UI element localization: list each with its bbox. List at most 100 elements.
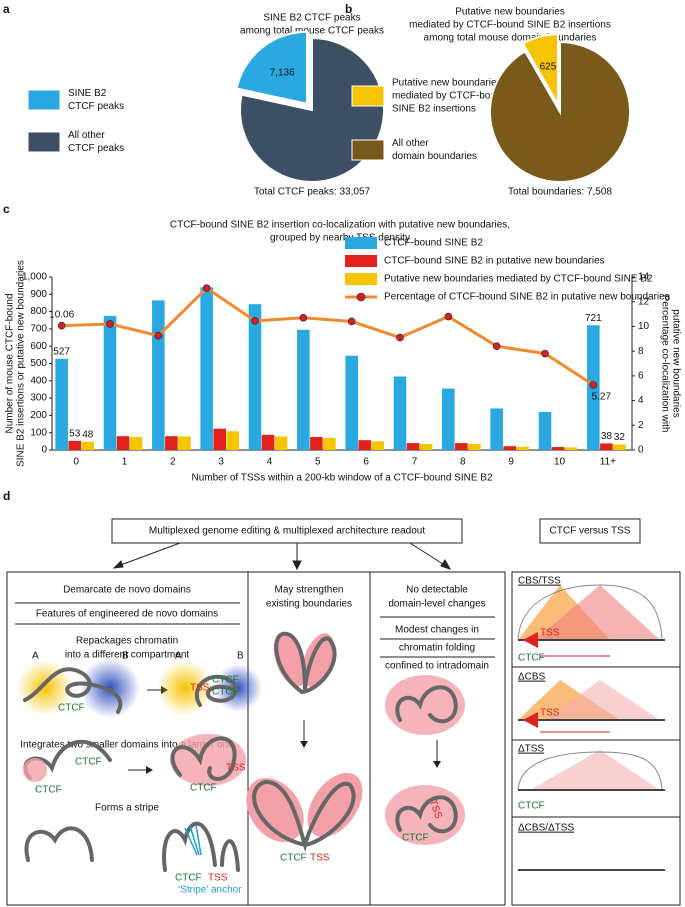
x-tick-label: 9 [508,457,514,468]
chart-title: among total mouse domain boundaries [424,33,597,44]
data-label: 38 [601,431,613,442]
header: Multiplexed genome editing & multiplexed… [149,526,425,537]
x-tick-label: 5 [315,457,321,468]
legend-label: Putative new boundaries [392,78,502,89]
bar [442,388,455,450]
data-label: 527 [53,346,70,357]
legend-label: CTCF peaks [68,143,124,154]
legend-swatch [27,131,61,153]
x-tick-label: 1 [122,457,128,468]
y-tick-label: 400 [30,375,47,386]
legend-label: CTCF-bound SINE B2 [384,238,483,249]
tss-label: TSS [208,873,228,884]
y-tick-label: 600 [30,341,47,352]
tss-label: TSS [190,683,210,694]
point [202,284,211,292]
point [57,321,66,330]
legend-label: Percentage of CTCF-bound SINE B2 in puta… [384,292,670,303]
feature: Forms a stripe [95,803,159,814]
y2-tick-label: 14 [638,272,650,283]
bar [551,447,565,450]
tss-label: TSS [310,853,330,864]
bar [406,443,420,450]
y2-tick-label: 8 [638,346,644,357]
tss-label: TSS [540,628,560,639]
bar [490,408,503,450]
pie-slice [235,30,308,106]
chart-title: SINE B2 CTCF peaks [263,13,360,24]
point [541,349,549,358]
bar [358,440,371,450]
legend-label: mediated by CTCF-bound [392,91,507,102]
legend-swatch [345,237,377,249]
bar [213,428,226,450]
row-label: CBS/TSS [518,576,561,587]
x-tick-label: 6 [363,457,369,468]
ctcf-label: CTCF [190,783,217,794]
chart-title: among total mouse CTCF peaks [240,26,384,37]
y2-tick-label: 0 [638,445,644,456]
chart-title: CTCF-bound SINE B2 insertion co-localiza… [170,220,510,231]
total-label: Total boundaries: 7,508 [508,187,612,198]
bar [103,315,117,450]
x-tick-label: 11+ [600,457,616,468]
col-title: May strengthen [275,585,344,596]
arrows [112,542,452,571]
bar [248,304,262,450]
compartment-label: B [237,651,244,662]
row-label: ΔCBS [518,672,546,683]
y2-tick-label: 4 [638,395,644,406]
legend-label: All other [392,138,429,149]
slice-label: 625 [540,62,557,73]
bar [503,446,516,450]
stripe-label: ‘Stripe’ anchor [178,885,242,896]
bar [468,443,481,450]
point [589,381,598,389]
y-tick-label: 200 [30,410,47,421]
bar [345,355,358,450]
col-title: No detectable [406,585,468,596]
legend-swatch [27,89,61,111]
ctcf-label: CTCF [35,785,62,796]
ctcf-label: CTCF [280,853,307,864]
bar [310,437,323,450]
legend-swatch [345,273,377,285]
bar [152,300,165,450]
point [106,320,114,328]
line [61,286,595,387]
y2-tick-label: 6 [638,370,644,381]
bar [226,431,240,450]
panel-label: d [3,489,10,503]
point [347,317,356,326]
pie-slice [239,36,385,183]
bar [600,443,613,450]
bar [81,441,95,450]
y2-tick-label: 10 [638,321,650,332]
point [396,333,404,342]
panel-label: c [3,202,10,216]
bar [564,447,578,450]
ctcf-label: CTCF [518,653,545,664]
bar [129,437,143,450]
legend-swatch [345,255,377,267]
side-header: CTCF versus TSS [550,526,631,537]
y-tick-label: 300 [30,393,47,404]
legend-label: SINE B2 insertions [392,104,476,115]
side-header-box [539,518,641,544]
point [154,331,163,340]
chart-title: grouped by nearby TSS density [270,233,410,244]
compartment-label: A [32,651,39,662]
bar [323,437,336,450]
data-label: 10.06 [49,309,74,320]
x-tick-label: 10 [554,457,566,468]
bar [371,441,385,450]
legend-swatch [356,292,366,302]
chart-title: Putative new boundaries [455,7,565,18]
bar [178,436,191,450]
y2-axis-title: Percentage co-localization with [659,295,670,433]
bar [393,376,407,450]
col-subtitle: chromatin folding [399,643,475,654]
y-axis-title: Number of mouse CTCF-bound [5,293,16,433]
row-label: ΔCBS/ΔTSS [518,823,574,834]
ctcf-label: CTCF [212,675,239,686]
